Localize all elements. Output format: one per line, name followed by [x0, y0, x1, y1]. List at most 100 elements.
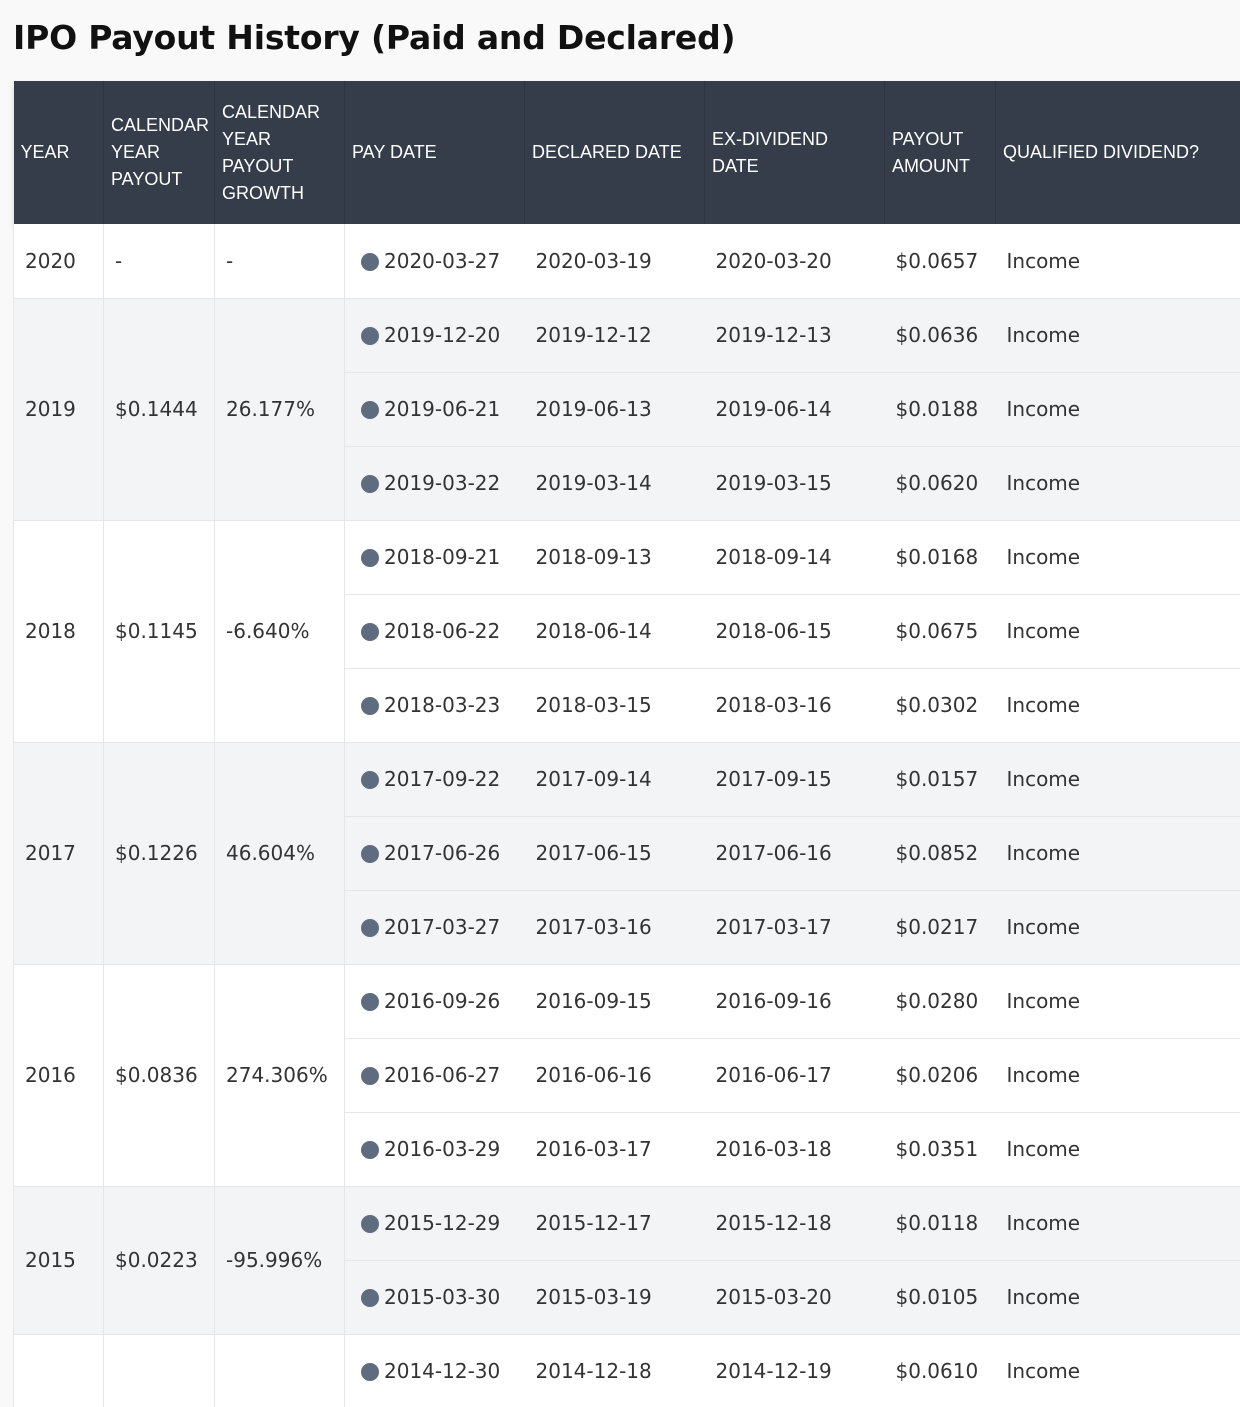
declared-date-cell: 2017-06-15: [524, 816, 705, 891]
calendar-year-payout-growth-cell: [214, 1334, 345, 1407]
circle-status-icon: [361, 327, 379, 345]
page-title: IPO Payout History (Paid and Declared): [13, 18, 736, 57]
declared-date-cell: 2018-09-13: [524, 520, 705, 595]
payout-amount-cell: $0.0657: [884, 224, 996, 299]
table-row: 2015-03-30 2015-03-19 2015-03-20 $0.0105 Inc…: [14, 1260, 1240, 1335]
circle-status-icon: [361, 697, 379, 715]
column-header-qualified-dividend[interactable]: QUALIFIED DIVIDEND?: [995, 81, 1240, 224]
payout-amount-cell: $0.0157: [884, 742, 996, 817]
calendar-year-payout-growth-cell: 274.306%: [214, 964, 345, 1187]
ex-dividend-date-cell: 2014-12-19: [704, 1334, 885, 1407]
qualified-dividend-cell: Income: [995, 1260, 1240, 1335]
pay-date-value: 2020-03-27: [384, 248, 501, 273]
column-header-label: EX-DIVIDEND DATE: [712, 128, 829, 176]
pay-date-value: 2019-03-22: [384, 471, 501, 495]
circle-status-icon: [361, 1215, 379, 1233]
table-row: 2016-03-29 2016-03-17 2016-03-18 $0.0351 Inc…: [14, 1112, 1240, 1187]
column-header-calendar-year-payout[interactable]: CALENDAR YEAR PAYOUT: [103, 81, 215, 224]
column-header-declared-date[interactable]: DECLARED DATE: [524, 81, 705, 224]
ex-dividend-date-cell: 2019-06-14: [704, 372, 885, 447]
qualified-dividend-cell: Income: [995, 742, 1240, 817]
qualified-dividend-cell: Income: [995, 1038, 1240, 1113]
pay-date-cell: 2019-03-22: [344, 446, 525, 521]
payout-amount-cell: $0.0188: [884, 372, 996, 447]
year-cell: 2019: [13, 298, 104, 521]
pay-date-value: 2018-09-21: [384, 545, 501, 569]
column-header-label: YEAR: [20, 142, 70, 162]
column-header-label: PAYOUT AMOUNT: [892, 128, 970, 176]
pay-date-value: 2016-09-26: [384, 989, 501, 1013]
pay-date-value: 2017-09-22: [384, 767, 501, 791]
declared-date-cell: 2015-03-19: [524, 1260, 705, 1335]
pay-date-cell: 2016-03-29: [344, 1112, 525, 1187]
column-header-pay-date[interactable]: PAY DATE: [344, 81, 525, 224]
qualified-dividend-cell: Income: [995, 1186, 1240, 1261]
pay-date-value: 2018-06-22: [384, 619, 501, 643]
ex-dividend-date-cell: 2017-06-16: [704, 816, 885, 891]
pay-date-value: 2014-12-30: [384, 1359, 501, 1383]
pay-date-cell: 2017-03-27: [344, 890, 525, 965]
payout-history-table-wrapper: YEAR CALENDAR YEAR PAYOUT CALENDAR YEAR …: [13, 81, 1240, 1407]
payout-amount-cell: $0.0118: [884, 1186, 996, 1261]
table-row: 2019 $0.1444 26.177% 2019-12-20 2019-12-12 20…: [13, 298, 1240, 521]
qualified-dividend-cell: Income: [995, 964, 1240, 1039]
table-row: 2019-03-22 2019-03-14 2019-03-15 $0.0620 Inc…: [14, 446, 1240, 521]
calendar-year-payout-cell: [103, 1334, 215, 1407]
table-row: 2014-12-30 2014-12-18 2014-12-19 $0.0610 Inc…: [13, 1334, 1240, 1407]
circle-status-icon: [361, 1067, 379, 1085]
table-body: 2020- -2020-03-27 2020-03-19 2020-03-20 $0.0…: [13, 224, 1240, 1407]
ex-dividend-date-cell: 2015-12-18: [704, 1186, 885, 1261]
calendar-year-payout-growth-cell: 26.177%: [214, 298, 345, 521]
year-cell: 2015: [13, 1186, 104, 1335]
circle-status-icon: [361, 475, 379, 493]
column-header-ex-dividend-date[interactable]: EX-DIVIDEND DATE: [704, 81, 885, 224]
payout-amount-cell: $0.0610: [884, 1334, 996, 1407]
pay-date-value: 2019-06-21: [384, 397, 501, 421]
payout-amount-cell: $0.0351: [884, 1112, 996, 1187]
qualified-dividend-cell: Income: [995, 298, 1240, 373]
declared-date-cell: 2017-03-16: [524, 890, 705, 965]
table-header: YEAR CALENDAR YEAR PAYOUT CALENDAR YEAR …: [13, 81, 1240, 224]
ex-dividend-date-cell: 2018-06-15: [704, 594, 885, 669]
table-row: 2016 $0.0836 274.306% 2016-09-26 2016-09-15 2…: [13, 964, 1240, 1187]
circle-status-icon: [361, 771, 379, 789]
declared-date-cell: 2016-09-15: [524, 964, 705, 1039]
payout-amount-cell: $0.0675: [884, 594, 996, 669]
declared-date-cell: 2018-03-15: [524, 668, 705, 743]
declared-date-cell: 2020-03-19: [524, 224, 705, 299]
payout-amount-cell: $0.0852: [884, 816, 996, 891]
pay-date-value: 2017-06-26: [384, 841, 501, 865]
pay-date-cell: 2017-09-22: [344, 742, 525, 817]
column-header-payout-amount[interactable]: PAYOUT AMOUNT: [884, 81, 996, 224]
payout-amount-cell: $0.0206: [884, 1038, 996, 1113]
declared-date-cell: 2019-03-14: [524, 446, 705, 521]
column-header-label: QUALIFIED DIVIDEND?: [1003, 142, 1200, 162]
calendar-year-payout-cell: $0.0223: [103, 1186, 215, 1335]
table-row: 2018-06-22 2018-06-14 2018-06-15 $0.0675 Inc…: [14, 594, 1240, 669]
column-header-year[interactable]: YEAR: [13, 81, 104, 224]
qualified-dividend-cell: Income: [995, 816, 1240, 891]
declared-date-cell: 2015-12-17: [524, 1186, 705, 1261]
ex-dividend-date-cell: 2016-06-17: [704, 1038, 885, 1113]
table-row: 2016-06-27 2016-06-16 2016-06-17 $0.0206 Inc…: [14, 1038, 1240, 1113]
column-header-label: PAY DATE: [352, 142, 437, 162]
declared-date-cell: 2014-12-18: [524, 1334, 705, 1407]
ex-dividend-date-cell: 2019-12-13: [704, 298, 885, 373]
payout-history-table: YEAR CALENDAR YEAR PAYOUT CALENDAR YEAR …: [13, 81, 1240, 1407]
ex-dividend-date-cell: 2018-09-14: [704, 520, 885, 595]
qualified-dividend-cell: Income: [995, 1334, 1240, 1407]
declared-date-cell: 2016-03-17: [524, 1112, 705, 1187]
year-cell: [13, 1334, 104, 1407]
pay-date-cell: 2015-12-29: [344, 1186, 525, 1261]
pay-date-cell: 2019-06-21: [344, 372, 525, 447]
calendar-year-payout-growth-cell: -6.640%: [214, 520, 345, 743]
column-header-calendar-year-payout-growth[interactable]: CALENDAR YEAR PAYOUT GROWTH: [214, 81, 345, 224]
calendar-year-payout-cell: $0.1444: [103, 298, 215, 521]
pay-date-cell: 2015-03-30: [344, 1260, 525, 1335]
payout-amount-cell: $0.0302: [884, 668, 996, 743]
table-row: 2020- -2020-03-27 2020-03-19 2020-03-20 $0.0…: [13, 224, 1240, 299]
payout-amount-cell: $0.0636: [884, 298, 996, 373]
year-cell: 2020: [13, 224, 104, 299]
ex-dividend-date-cell: 2018-03-16: [704, 668, 885, 743]
pay-date-value: 2019-12-20: [384, 323, 501, 347]
